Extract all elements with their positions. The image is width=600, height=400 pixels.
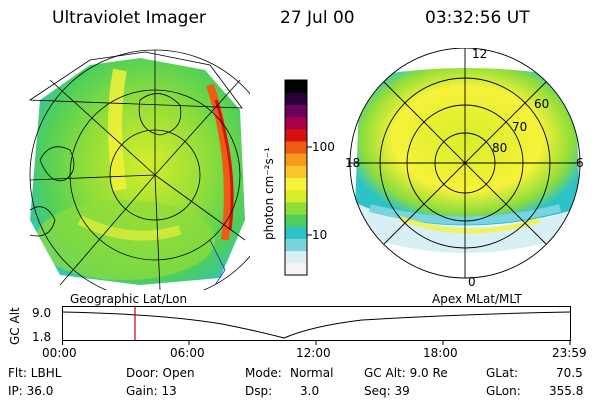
colorbar-segment bbox=[285, 80, 307, 93]
geographic-image-panel bbox=[28, 49, 250, 290]
mlat-tick-80: 80 bbox=[492, 141, 508, 155]
timeline-tick-1800: 18:00 bbox=[423, 346, 458, 360]
instrument-title: Ultraviolet Imager bbox=[52, 8, 206, 28]
timeline-tick-1200: 12:00 bbox=[296, 346, 331, 360]
timeline-tick-0000: 00:00 bbox=[42, 346, 77, 360]
info-dsp-value: 3.0 bbox=[300, 384, 320, 398]
info-seq: Seq: 39 bbox=[364, 384, 410, 398]
info-ip: IP: 36.0 bbox=[8, 384, 54, 398]
info-filter: Flt: LBHL bbox=[8, 366, 62, 380]
colorbar-segment bbox=[285, 238, 307, 252]
timeline-y-top: 9.0 bbox=[32, 306, 52, 320]
colorbar-segment bbox=[285, 226, 307, 239]
colorbar-segment bbox=[285, 262, 307, 276]
colorbar-segment bbox=[285, 177, 307, 191]
colorbar-tick-10: 10 bbox=[312, 228, 328, 242]
mlat-tick-70: 70 bbox=[512, 120, 528, 134]
colorbar-segment bbox=[285, 140, 307, 154]
mlat-tick-60: 60 bbox=[534, 97, 550, 111]
colorbar-unit-label: photon cm⁻²s⁻¹ bbox=[262, 147, 276, 240]
colorbar-tick-100: 100 bbox=[312, 140, 335, 154]
altitude-timeline bbox=[62, 306, 571, 345]
info-dsp-label: Dsp: bbox=[245, 384, 273, 398]
info-gc-alt: GC Alt: 9.0 Re bbox=[364, 366, 448, 380]
apex-polar-panel bbox=[349, 48, 581, 279]
timeline-y-bottom: 1.8 bbox=[32, 330, 52, 344]
timeline-tick-0600: 06:00 bbox=[170, 346, 205, 360]
date-label: 27 Jul 00 bbox=[280, 8, 355, 28]
mlt-tick-6: 6 bbox=[576, 156, 584, 170]
mlt-tick-0: 0 bbox=[468, 275, 476, 289]
info-glat-value: 70.5 bbox=[556, 366, 583, 380]
colorbar-segment bbox=[285, 92, 307, 105]
colorbar-segment bbox=[285, 165, 307, 178]
timeline-tick-2359: 23:59 bbox=[552, 346, 587, 360]
info-gain: Gain: 13 bbox=[126, 384, 177, 398]
timeline-ylabel: GC Alt bbox=[8, 307, 22, 345]
colorbar-segment bbox=[285, 153, 307, 166]
colorbar bbox=[284, 79, 312, 276]
info-mode-value: Normal bbox=[290, 366, 334, 380]
colorbar-segment bbox=[285, 189, 307, 203]
colorbar-segment bbox=[285, 250, 307, 264]
colorbar-segment bbox=[285, 116, 307, 130]
colorbar-segment bbox=[285, 104, 307, 118]
colorbar-segment bbox=[285, 201, 307, 215]
info-glon-label: GLon: bbox=[486, 384, 521, 398]
colorbar-segment bbox=[285, 128, 307, 142]
info-glon-value: 355.8 bbox=[549, 384, 584, 398]
time-label: 03:32:56 UT bbox=[425, 8, 530, 28]
colorbar-gradient bbox=[285, 80, 307, 276]
info-glat-label: GLat: bbox=[486, 366, 519, 380]
info-mode-label: Mode: bbox=[245, 366, 282, 380]
info-door: Door: Open bbox=[126, 366, 195, 380]
mlt-tick-12: 12 bbox=[472, 47, 488, 61]
geographic-label: Geographic Lat/Lon bbox=[70, 292, 188, 306]
apex-label: Apex MLat/MLT bbox=[432, 292, 522, 306]
colorbar-segment bbox=[285, 214, 307, 227]
mlt-tick-18: 18 bbox=[345, 156, 361, 170]
